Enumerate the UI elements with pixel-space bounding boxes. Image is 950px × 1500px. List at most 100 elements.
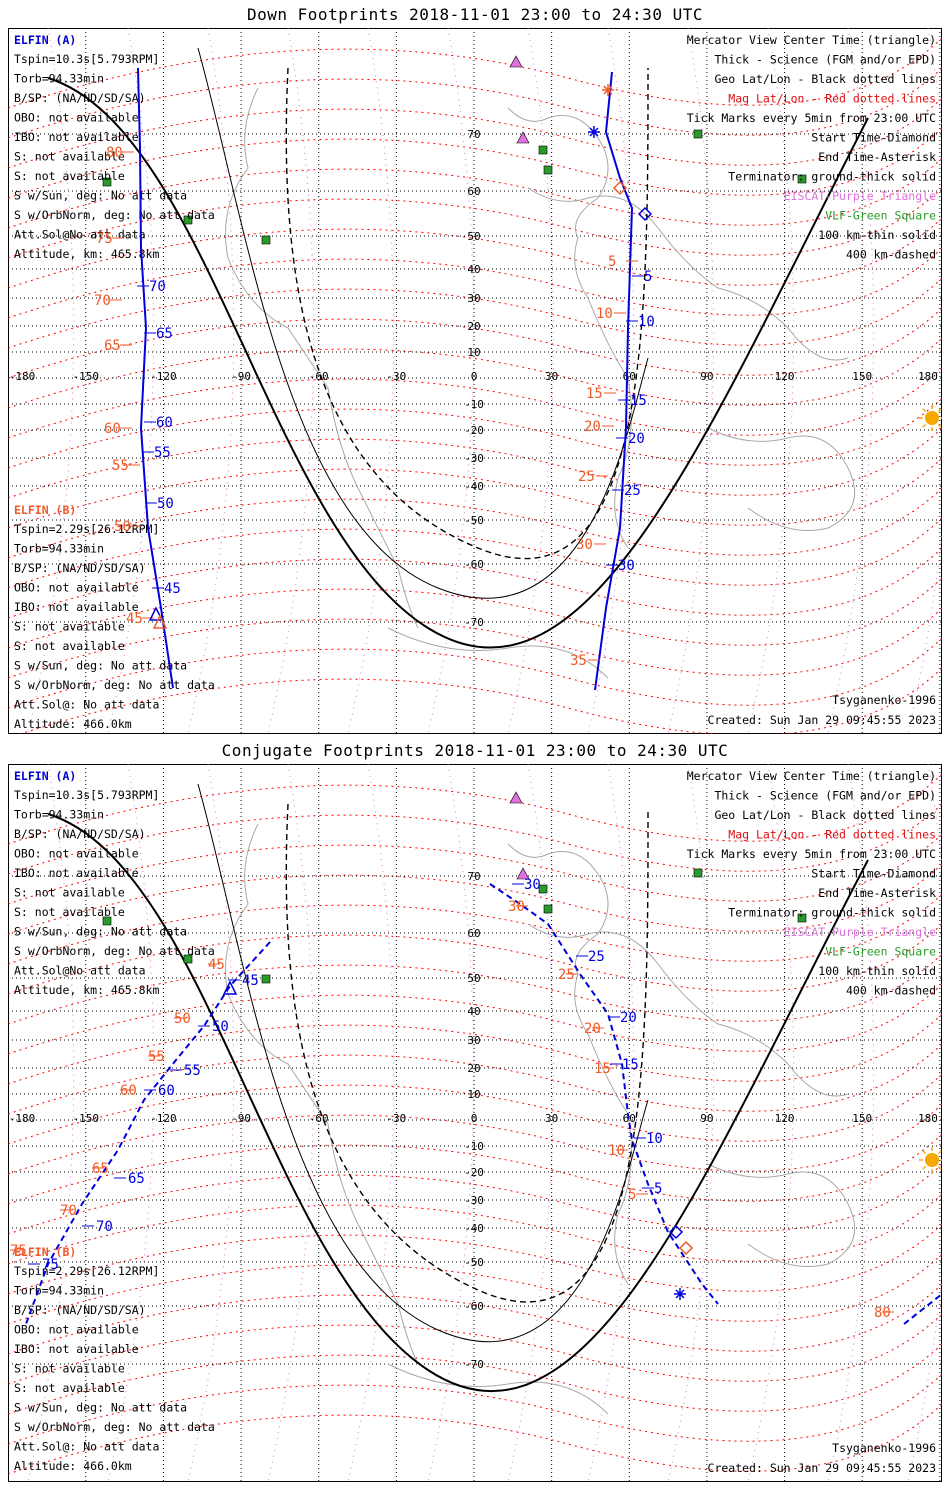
elfin-a-line: IBO: not available	[14, 866, 139, 880]
lat-tick-label: 30	[467, 1034, 480, 1047]
terminator-ground	[47, 77, 869, 649]
vlf-square-icon	[102, 916, 112, 926]
mag-lat-line	[8, 217, 942, 289]
conj-a-orange-label: 65	[92, 1161, 109, 1177]
center-time-triangle-b	[152, 614, 168, 629]
panel-2-title: Conjugate Footprints 2018-11-01 23:00 to…	[221, 741, 729, 760]
track-b-orange-label: 10	[596, 306, 613, 322]
track-b-blue-label: 30	[618, 558, 635, 574]
mag-lat-line	[8, 457, 942, 529]
vlf-square-icon	[102, 177, 112, 187]
lat-tick-label: 20	[467, 320, 480, 333]
center-time-triangle-a	[148, 606, 164, 621]
elfin-b-line: B/SP: (NA/ND/SD/SA)	[14, 1303, 146, 1317]
elfin-b-line: Tspin=2.29s[26.12RPM]	[14, 1264, 159, 1278]
track-a-orange-label: 60	[104, 421, 121, 437]
conj-b-orange-label: 30	[508, 899, 525, 915]
elfin-a-line: Altitude, km: 465.8km	[14, 983, 159, 997]
axis-labels: -180 -150 -120 -90 -60 -30 0 30 60 90 120 150 180 70 6…	[9, 870, 938, 1371]
track-a-orange-label: 50	[114, 519, 131, 535]
sun-icon	[919, 405, 942, 431]
track-b-blue-label: 25	[624, 483, 641, 499]
mag-lon-line	[507, 764, 555, 1482]
lon-tick-label: 150	[852, 1112, 872, 1125]
mag-lat-line	[8, 833, 942, 905]
lon-tick-label: 90	[700, 370, 713, 383]
lat-tick-label: 50	[467, 972, 480, 985]
legend-item: Mercator View Center Time (triangle)	[687, 33, 936, 47]
track-b-blue-label: 20	[628, 431, 645, 447]
conj-a-orange-label: 50	[174, 1011, 191, 1027]
vlf-square-icon	[693, 129, 703, 139]
elfin-b-line: S: not available	[14, 1381, 125, 1395]
mag-lat-line	[8, 893, 942, 965]
mag-lat-line	[18, 667, 942, 734]
mag-lon-line	[747, 28, 795, 734]
legend-item: 100 km-thin solid	[818, 964, 936, 978]
down-footprints-map: -180 -150 -120 -90 -60 -30 0 30 60 90 120 150 180 70 6…	[8, 28, 942, 734]
eiscat-triangle-icon	[509, 791, 523, 804]
mag-lon-line	[107, 28, 155, 734]
mag-lat-line	[8, 517, 942, 589]
coastlines	[225, 823, 856, 1415]
elfin-a-conj-track	[25, 941, 271, 1325]
legend-item: 400 km-dashed	[846, 248, 936, 262]
elfin-a-line: Torb=94.33min	[14, 808, 104, 822]
legend-item: Thick - Science (FGM and/or EPD)	[714, 789, 936, 803]
conj-a-blue-label: 50	[212, 1019, 229, 1035]
terminator-400km	[285, 67, 649, 560]
sun-ray	[922, 1165, 927, 1170]
mag-lat-line	[8, 1133, 942, 1205]
elfin-b-line: IBO: not available	[14, 600, 139, 614]
lat-tick-label: -50	[464, 514, 484, 527]
mag-lon-line	[587, 28, 635, 734]
elfin-b-name: ELFIN (B)	[14, 1245, 76, 1259]
mag-lat-line	[8, 983, 942, 1055]
coastline	[707, 1163, 856, 1267]
legend-item: Mercator View Center Time (triangle)	[687, 769, 936, 783]
conj-b-orange-label: 80	[874, 1305, 891, 1321]
lat-tick-label: 30	[467, 292, 480, 305]
mag-lon-line	[827, 764, 875, 1482]
coastline	[507, 107, 632, 549]
lon-tick-label: 30	[545, 1112, 558, 1125]
mag-lat-line	[8, 367, 942, 439]
track-a-orange-label: 80	[106, 145, 123, 161]
elfin-a-line: Att.Sol@No att data	[14, 964, 146, 978]
lon-tick-label: -30	[386, 1112, 406, 1125]
lat-tick-label: -20	[464, 424, 484, 437]
lat-tick-label: 60	[467, 185, 480, 198]
lon-tick-label: -180	[9, 1112, 36, 1125]
elfin-a-line: S: not available	[14, 886, 125, 900]
legend-item-eiscat: EISCAT-Purple Triangle	[784, 189, 936, 203]
elfin-a-line: Altitude, km: 465.8km	[14, 247, 159, 261]
lat-tick-label: -40	[464, 1222, 484, 1235]
lat-tick-label: 20	[467, 1062, 480, 1075]
elfin-a-line: Torb=94.33min	[14, 72, 104, 86]
sun-ray	[937, 423, 942, 428]
elfin-b-line: S: not available	[14, 639, 125, 653]
elfin-b-line: Att.Sol@: No att data	[14, 1440, 159, 1454]
conj-a-orange-label: 70	[60, 1203, 77, 1219]
mag-lon-line	[827, 28, 875, 734]
elfin-a-name: ELFIN (A)	[14, 33, 76, 47]
mag-lat-line	[8, 427, 942, 499]
coastline	[387, 1363, 609, 1415]
sun-ray	[937, 1165, 942, 1170]
map-frame	[8, 764, 942, 1482]
mag-lat-line	[8, 1163, 942, 1235]
elfin-a-line: S: not available	[14, 169, 125, 183]
lon-tick-label: -60	[309, 1112, 329, 1125]
lon-tick-label: 90	[700, 1112, 713, 1125]
lon-tick-label: 120	[775, 1112, 795, 1125]
elfin-b-line: S w/Sun, deg: No att data	[14, 659, 187, 673]
elfin-b-line: OBO: not available	[14, 1323, 139, 1337]
legend-item: End Time-Asterisk	[818, 150, 936, 164]
lat-tick-label: -70	[464, 1358, 484, 1371]
lon-tick-label: -180	[9, 370, 36, 383]
lat-tick-label: 10	[467, 346, 480, 359]
elfin-b-line: Altitude: 466.0km	[14, 1459, 132, 1473]
mag-lat-line	[8, 607, 942, 679]
model-label: Tsyganenko-1996	[832, 1441, 936, 1455]
end-asterisk-a	[588, 126, 600, 138]
